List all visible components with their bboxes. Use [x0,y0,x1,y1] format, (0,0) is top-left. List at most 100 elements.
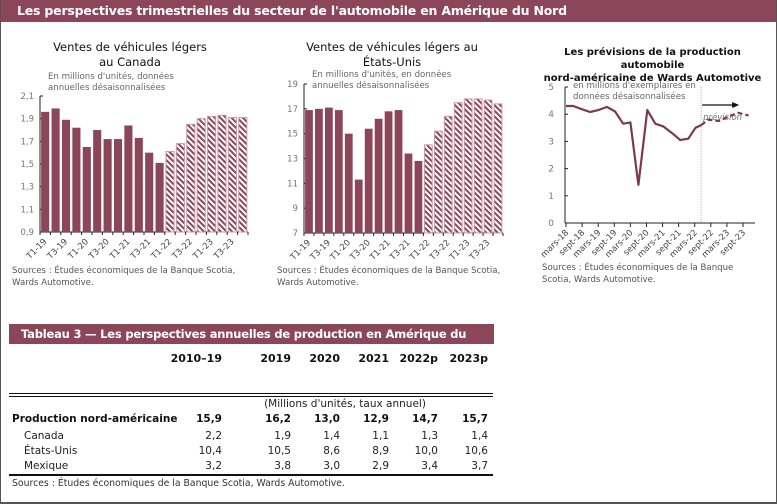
bar [103,139,112,232]
forecast-bar [423,144,433,234]
x-tick-label: T3-19 [45,237,70,262]
table-cell: 15,7 [462,413,488,425]
production-chart-note: en millions d'exemplaires en données dés… [573,81,696,103]
usa-note-line-2: annuelles désaisonnalisées [312,81,430,91]
x-tick-label: T3-23 [211,237,236,262]
production-line-chart: 012345mars-18sept-18mars-19sept-19mars-2… [539,83,755,260]
table-cell: 1,3 [421,430,438,442]
table-row: Canada 2,2 1,9 1,4 1,1 1,3 1,4 [12,430,492,445]
canada-note-line-1: En millions d'unités, données [48,72,174,82]
table-cell: 10,4 [198,445,222,457]
bar [72,127,81,232]
x-tick-label: T1-23 [447,238,472,263]
x-tick-label: T1-21 [107,237,132,262]
forecast-bar [227,117,237,233]
table-cell: 10,5 [267,445,291,457]
forecast-bar [483,99,493,234]
table-cell: 1,4 [323,430,340,442]
bar [414,160,423,233]
canada-source-line-2: Wards Automotive. [12,278,94,288]
y-tick-label: 3 [548,137,554,147]
column-header: 2022p [399,352,439,365]
table-cell: 2,2 [205,430,222,442]
usa-source-line-1: Sources : Études économiques de la Banqu… [277,266,501,276]
forecast-bar [175,143,185,233]
production-title-line-2: nord-américaine de Wards Automotive [543,73,762,84]
column-header: 2019 [260,352,291,365]
table-cell: 8,6 [323,445,340,457]
usa-source-line-2: Wards Automotive. [277,278,359,288]
forecast-bar [473,98,483,234]
y-tick-label: 4 [548,110,554,120]
canada-chart-source: Sources : Études économiques de la Banqu… [12,265,235,289]
table-cell: 1,4 [471,430,488,442]
table-cell: 3,8 [274,460,291,472]
y-tick-label: 9 [293,204,298,214]
usa-note-line-1: En millions d'unités, en données [312,70,452,80]
row-label: Production nord-américaine [12,413,178,425]
bar [324,107,333,233]
y-tick-label: 1,7 [20,137,34,147]
table-cell: 16,2 [265,413,291,425]
bar [113,139,123,232]
x-tick-label: T1-22 [407,238,432,263]
table-row: Mexique 3,2 3,8 3,0 2,9 3,4 3,7 [12,460,492,475]
x-tick-label: T1-20 [66,237,91,262]
row-label: Mexique [24,460,69,472]
forecast-line [700,111,749,126]
table-unit-label: (Millions d'unités, taux annuel) [264,398,426,410]
bar [404,153,413,233]
row-label: États-Unis [24,445,78,457]
canada-title-line-2: au Canada [99,55,161,69]
y-tick-label: 1 [548,192,554,202]
production-chart-source: Sources : Études économiques de la Banqu… [542,262,733,286]
usa-chart-title: Ventes de véhicules légers au États-Unis [282,40,502,70]
table-source: Sources : Études économiques de la Banqu… [12,478,345,489]
history-line [566,104,702,187]
table-cell: 1,1 [372,430,389,442]
table-cell: 15,9 [196,413,222,425]
page-banner: Les perspectives trimestrielles du secte… [1,0,776,22]
x-tick-label: T3-20 [87,237,112,262]
forecast-bar [463,98,473,234]
table-cell: 10,6 [464,445,488,457]
production-source-line-1: Sources : Études économiques de la Banqu… [542,263,734,273]
production-note-line-2: données désaisonnalisées [573,92,686,102]
row-label: Canada [24,430,64,442]
table-row: États-Unis 10,4 10,5 8,6 8,9 10,0 10,6 [12,445,492,460]
y-tick-label: 5 [548,83,554,93]
table-cell: 10,0 [414,445,438,457]
x-tick-label: T1-21 [368,238,393,263]
table-title: Tableau 3 — Les perspectives annuelles d… [9,324,494,361]
bar [51,108,60,232]
column-header: 2010–19 [170,352,222,365]
forecast-arrow-head [732,102,740,108]
column-header: 2023p [449,352,489,365]
table-top-rule-1 [9,393,493,394]
bar [124,125,133,232]
bar [93,130,102,232]
column-header: 2020 [309,352,340,365]
x-tick-label: T1-20 [328,238,353,263]
y-tick-label: 0,9 [20,228,34,238]
y-tick-label: 2,1 [20,92,34,102]
x-tick-label: T1-19 [288,238,313,263]
bar [384,111,393,233]
bar [61,119,71,232]
canada-chart-note: En millions d'unités, données annuelles … [48,72,174,94]
canada-note-line-2: annuelles désaisonnalisées [48,83,166,93]
x-tick-label: T3-19 [308,238,333,263]
y-tick-label: 2 [548,165,554,175]
table-cell: 8,9 [372,445,389,457]
table-cell: 1,9 [274,430,291,442]
bar [145,152,154,232]
forecast-label: prévision [702,112,742,123]
x-tick-label: T3-21 [388,238,413,263]
usa-chart-note: En millions d'unités, en données annuell… [312,70,451,92]
y-tick-label: 1,9 [20,115,34,125]
x-tick-label: T3-21 [128,237,153,262]
column-header: 2021 [358,352,389,365]
y-tick-label: 0 [548,219,554,229]
forecast-bar [186,123,196,233]
bar [334,110,343,233]
